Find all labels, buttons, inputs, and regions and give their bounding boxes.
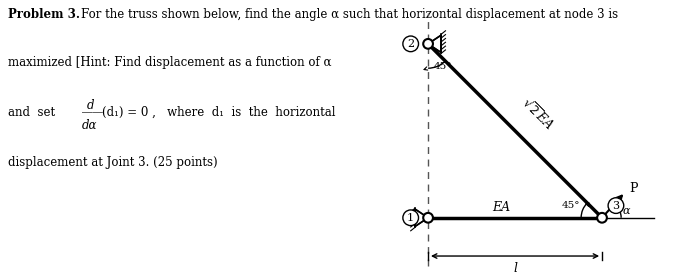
- Circle shape: [403, 36, 418, 52]
- Text: 45°: 45°: [562, 201, 580, 210]
- Text: dα: dα: [82, 119, 97, 132]
- Circle shape: [423, 213, 433, 223]
- Text: 1: 1: [407, 213, 414, 223]
- Text: (d₁) = 0 ,   where  d₁  is  the  horizontal: (d₁) = 0 , where d₁ is the horizontal: [102, 106, 336, 119]
- Text: 2: 2: [407, 39, 414, 49]
- Text: maximized [Hint: Find displacement as a function of α: maximized [Hint: Find displacement as a …: [8, 56, 331, 69]
- Text: α: α: [623, 206, 630, 216]
- Text: displacement at Joint 3. (25 points): displacement at Joint 3. (25 points): [8, 156, 217, 169]
- Text: For the truss shown below, find the angle α such that horizontal displacement at: For the truss shown below, find the angl…: [81, 8, 618, 21]
- Text: and  set: and set: [8, 106, 55, 119]
- Text: l: l: [513, 262, 517, 275]
- Text: Problem 3.: Problem 3.: [8, 8, 80, 21]
- Text: d: d: [87, 98, 95, 112]
- Text: P: P: [630, 182, 638, 195]
- Text: $\sqrt{2}$EA: $\sqrt{2}$EA: [519, 94, 557, 133]
- Text: ――: ――: [82, 109, 103, 117]
- Circle shape: [608, 198, 624, 213]
- Text: 3: 3: [612, 201, 619, 211]
- Circle shape: [403, 210, 418, 226]
- Circle shape: [423, 39, 433, 49]
- Text: 45°: 45°: [434, 62, 452, 71]
- Polygon shape: [415, 209, 428, 227]
- Text: EA: EA: [492, 201, 510, 214]
- Circle shape: [597, 213, 607, 223]
- Polygon shape: [428, 35, 441, 52]
